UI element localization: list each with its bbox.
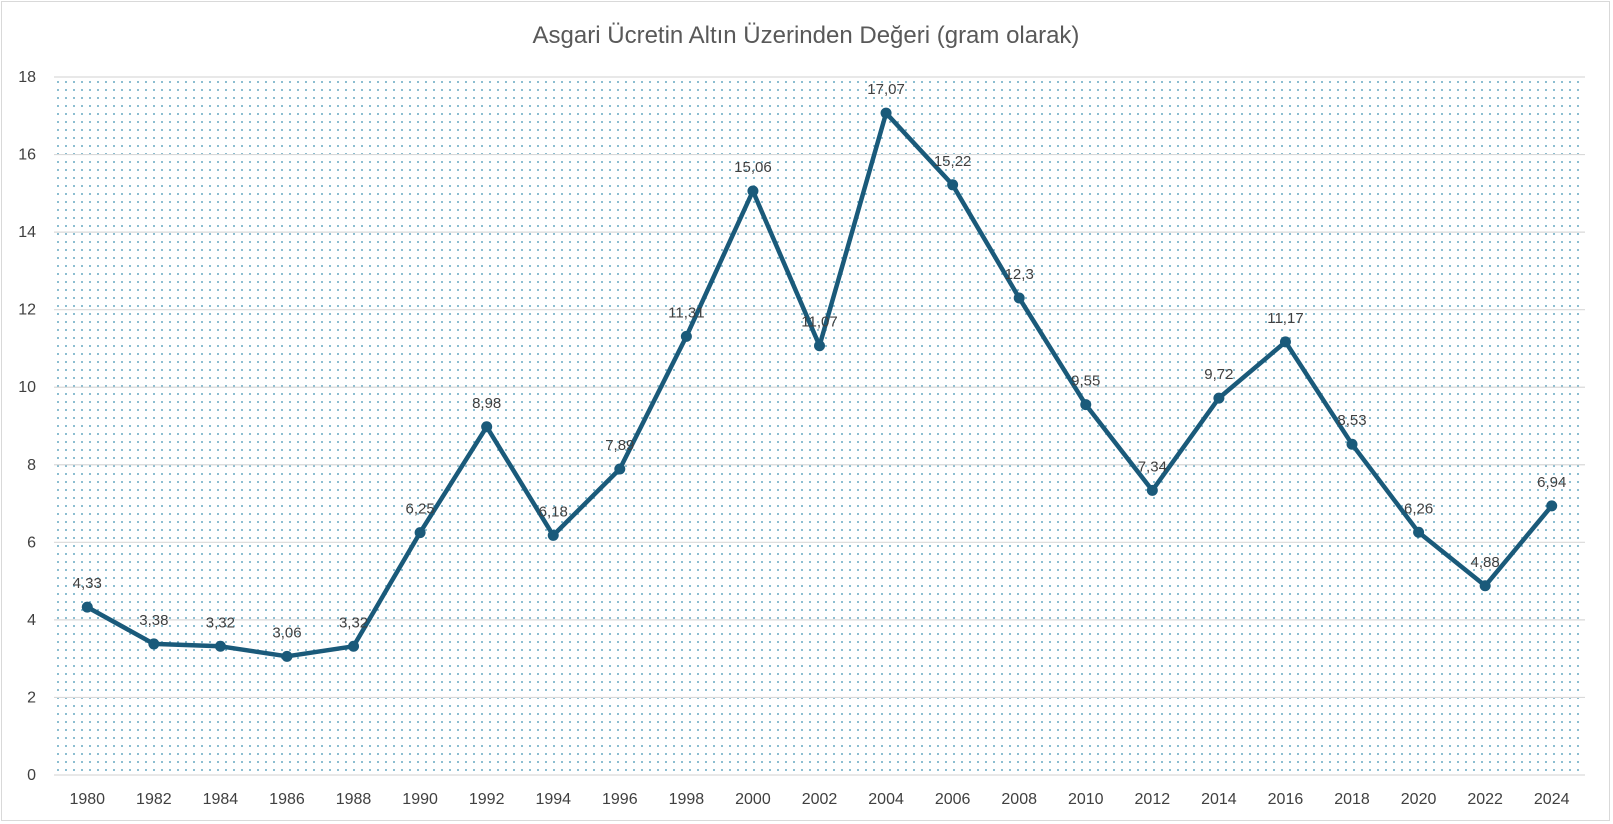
y-tick-label: 12 <box>18 302 36 319</box>
x-tick-label: 1990 <box>402 791 438 808</box>
data-point-marker <box>880 107 892 119</box>
x-tick-label: 2012 <box>1135 791 1171 808</box>
data-label: 3,32 <box>206 614 235 631</box>
y-axis: 0 2 4 6 8 10 12 14 16 18 <box>18 69 36 784</box>
series <box>81 107 1558 662</box>
data-point-marker <box>414 527 426 539</box>
data-point-marker <box>1146 484 1158 496</box>
data-label: 8,98 <box>472 395 501 412</box>
x-tick-label: 2010 <box>1068 791 1104 808</box>
data-label: 3,32 <box>339 614 368 631</box>
data-label: 15,22 <box>934 153 972 170</box>
data-label: 4,33 <box>73 575 102 592</box>
data-point-marker <box>1080 399 1092 411</box>
data-point-marker <box>680 330 692 342</box>
data-label: 17,07 <box>867 81 905 98</box>
data-point-marker <box>814 340 825 352</box>
data-labels: 4,33 3,38 3,32 3,06 3,32 6,25 8,98 6,18 7,89 11,3… <box>73 81 1567 641</box>
data-point-marker <box>1479 580 1491 592</box>
data-label: 11,31 <box>668 304 704 321</box>
x-tick-label: 1980 <box>69 791 105 808</box>
data-label: 9,72 <box>1204 366 1233 383</box>
y-tick-label: 18 <box>18 69 36 86</box>
data-point-marker <box>1546 500 1558 512</box>
data-label: 6,26 <box>1404 500 1433 517</box>
x-tick-label: 2006 <box>935 791 971 808</box>
x-tick-label: 2018 <box>1334 791 1370 808</box>
data-point-marker <box>1279 336 1291 348</box>
x-tick-label: 2004 <box>868 791 904 808</box>
data-point-marker <box>1013 292 1025 304</box>
data-point-marker <box>1346 438 1358 450</box>
data-label: 6,25 <box>406 501 435 518</box>
x-tick-label: 2002 <box>802 791 838 808</box>
y-tick-label: 6 <box>27 534 36 551</box>
x-tick-label: 2022 <box>1467 791 1503 808</box>
x-tick-label: 1982 <box>136 791 172 808</box>
data-point-marker <box>81 601 93 613</box>
data-point-marker <box>747 185 759 197</box>
x-tick-label: 1992 <box>469 791 505 808</box>
data-label: 8,53 <box>1337 412 1366 429</box>
x-tick-label: 1988 <box>336 791 372 808</box>
data-label: 11,17 <box>1267 310 1303 327</box>
data-point-marker <box>1413 526 1425 538</box>
plot-area <box>54 77 1585 775</box>
y-tick-label: 14 <box>18 224 36 241</box>
data-point-marker <box>1213 392 1225 404</box>
data-label: 3,38 <box>139 612 168 629</box>
data-point-marker <box>281 650 293 662</box>
y-tick-label: 16 <box>18 147 36 164</box>
data-label: 9,55 <box>1071 373 1100 390</box>
y-tick-label: 4 <box>27 612 36 629</box>
data-label: 11,07 <box>801 314 837 331</box>
x-tick-label: 2014 <box>1201 791 1237 808</box>
y-tick-label: 10 <box>18 379 36 396</box>
y-tick-label: 8 <box>27 457 36 474</box>
x-tick-label: 1994 <box>535 791 571 808</box>
x-tick-label: 1996 <box>602 791 638 808</box>
data-point-marker <box>214 640 226 652</box>
data-label: 6,18 <box>539 503 568 520</box>
data-label: 7,89 <box>605 437 634 454</box>
x-tick-label: 2008 <box>1001 791 1037 808</box>
x-tick-label: 2020 <box>1401 791 1437 808</box>
x-axis: 1980 1982 1984 1986 1988 1990 1992 1994 1996 1998… <box>69 791 1569 808</box>
x-tick-label: 1998 <box>669 791 705 808</box>
gridlines <box>54 76 1585 776</box>
x-tick-label: 2000 <box>735 791 771 808</box>
chart-title: Asgari Ücretin Altın Üzerinden Değeri (g… <box>533 22 1080 49</box>
data-point-marker <box>547 529 559 541</box>
x-tick-label: 2024 <box>1534 791 1570 808</box>
data-point-marker <box>348 640 360 652</box>
data-point-marker <box>148 638 160 650</box>
data-label: 15,06 <box>734 159 772 176</box>
x-tick-label: 1984 <box>203 791 239 808</box>
data-point-marker <box>481 421 493 433</box>
x-tick-label: 1986 <box>269 791 305 808</box>
data-label: 12,3 <box>1005 266 1034 283</box>
data-point-marker <box>614 463 626 475</box>
x-tick-label: 2016 <box>1268 791 1304 808</box>
y-tick-label: 2 <box>27 689 36 706</box>
y-tick-label: 0 <box>27 767 36 784</box>
data-label: 6,94 <box>1537 474 1566 491</box>
data-point-marker <box>947 179 959 191</box>
data-label: 7,34 <box>1138 458 1167 475</box>
data-label: 4,88 <box>1471 554 1500 571</box>
data-label: 3,06 <box>272 624 301 641</box>
